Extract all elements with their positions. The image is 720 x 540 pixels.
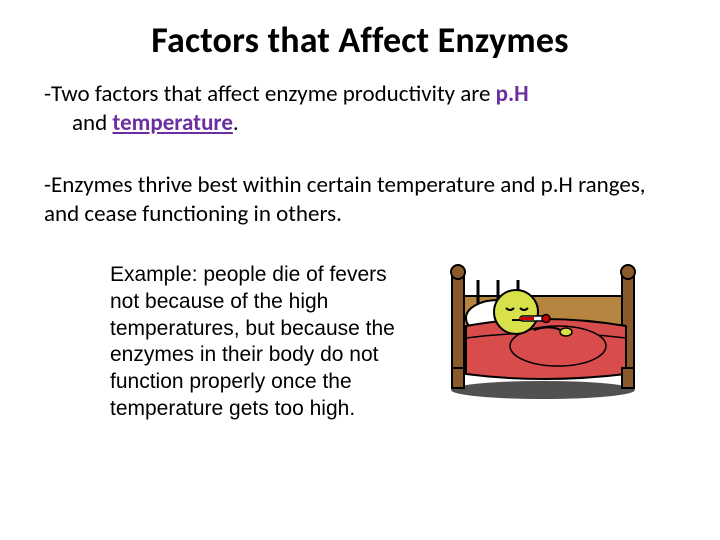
slide-container: Factors that Affect Enzymes -Two factors… bbox=[0, 0, 720, 540]
bullet-2-text: -Enzymes thrive best within certain temp… bbox=[44, 171, 646, 228]
bullet-1-bold-temp: temperature bbox=[112, 109, 233, 137]
bed-cartoon-icon bbox=[438, 262, 648, 402]
bullet-1: -Two factors that affect enzyme producti… bbox=[40, 80, 680, 139]
slide-title: Factors that Affect Enzymes bbox=[40, 18, 680, 62]
bullet-2: -Enzymes thrive best within certain temp… bbox=[40, 171, 680, 230]
bullet-1-prefix: -Two factors that affect enzyme producti… bbox=[44, 80, 496, 108]
sick-in-bed-illustration bbox=[438, 262, 648, 402]
bullet-1-suffix: . bbox=[233, 109, 239, 137]
example-row: Example: people die of fevers not becaus… bbox=[40, 262, 680, 423]
bullet-1-mid: and bbox=[72, 109, 112, 137]
example-text: Example: people die of fevers not becaus… bbox=[110, 262, 420, 423]
bullet-1-bold-ph: p.H bbox=[496, 80, 529, 108]
